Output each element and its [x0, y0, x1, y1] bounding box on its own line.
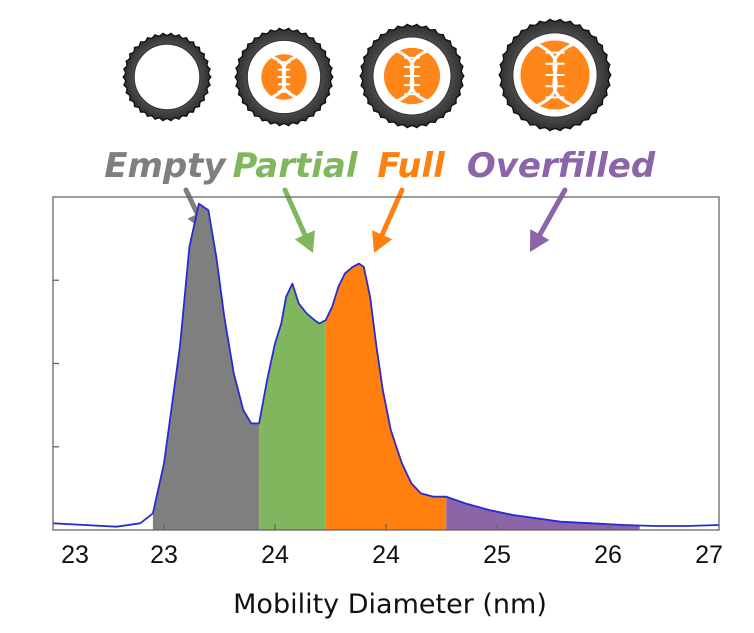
full-capsid-icon	[359, 23, 465, 129]
category-arrows	[183, 187, 568, 253]
capsid-icons	[122, 18, 612, 132]
arrow-overfilled	[530, 187, 568, 252]
label-partial: Partial	[233, 146, 359, 186]
x-tick-label-3: 24	[372, 541, 400, 569]
area-full	[325, 263, 447, 530]
area-empty	[152, 203, 260, 530]
area-partial	[259, 283, 326, 530]
distribution-curve	[53, 202, 719, 528]
y-axis-ticks	[53, 279, 59, 448]
partial-capsid-icon	[234, 27, 334, 127]
arrow-partial	[282, 187, 315, 253]
label-full: Full	[377, 146, 446, 186]
x-tick-label-6: 27	[695, 541, 723, 569]
x-tick-label-2: 24	[261, 541, 289, 569]
x-tick-label-5: 26	[594, 541, 622, 569]
x-axis-ticks: 23 23 24 24 25 26 27	[61, 524, 723, 569]
area-overfilled	[446, 496, 640, 530]
overfilled-capsid-icon	[498, 18, 612, 132]
plot-area	[53, 202, 719, 530]
x-tick-label-1: 23	[150, 541, 178, 569]
x-tick-label-0: 23	[61, 541, 89, 569]
x-tick-label-4: 25	[483, 541, 511, 569]
category-labels: Empty Partial Full Overfilled	[104, 146, 656, 186]
arrow-full	[372, 187, 405, 253]
label-overfilled: Overfilled	[467, 146, 656, 186]
empty-capsid-icon	[122, 32, 212, 122]
label-empty: Empty	[104, 146, 227, 186]
x-axis-title: Mobility Diameter (nm)	[233, 589, 547, 620]
